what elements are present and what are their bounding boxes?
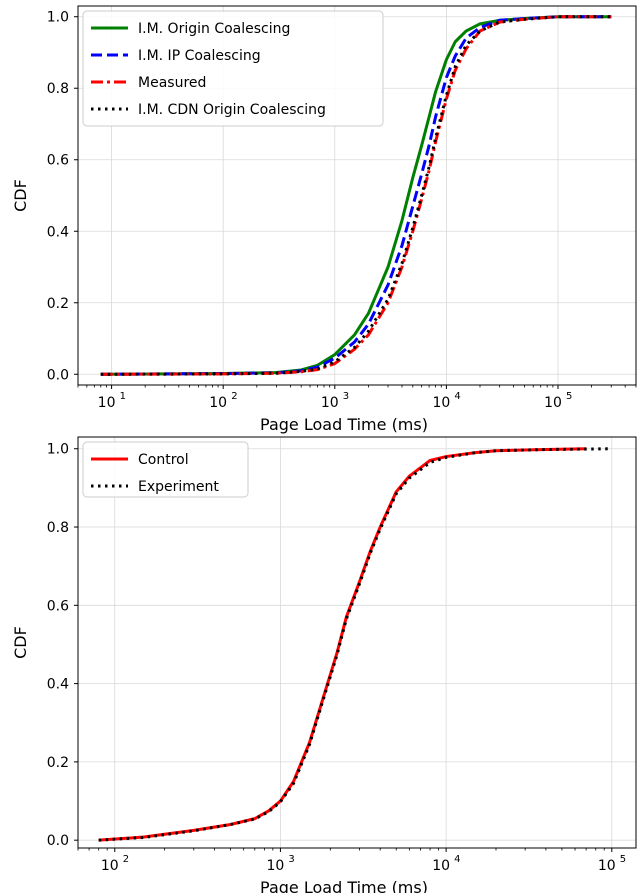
series-group bbox=[98, 447, 612, 842]
axes-frame bbox=[77, 5, 637, 386]
x-tick-exponent: 3 bbox=[343, 391, 349, 402]
x-tick-exponent: 2 bbox=[123, 854, 129, 865]
grid-lines bbox=[78, 437, 636, 848]
y-tick-label: 1.0 bbox=[47, 442, 69, 458]
x-tick-label: 10 bbox=[432, 395, 450, 411]
x-tick-exponent: 2 bbox=[231, 391, 237, 402]
y-tick-label: 0.4 bbox=[47, 677, 69, 693]
y-tick-label: 0.2 bbox=[47, 755, 69, 771]
axes-frame bbox=[77, 436, 637, 849]
x-axis-label: Page Load Time (ms) bbox=[260, 878, 428, 893]
x-axis-label: Page Load Time (ms) bbox=[260, 415, 428, 434]
x-tick-label: 10 bbox=[98, 395, 116, 411]
legend-label: I.M. Origin Coalescing bbox=[138, 21, 290, 37]
legend-box bbox=[82, 10, 384, 127]
y-tick-label: 1.0 bbox=[47, 10, 69, 26]
y-axis-label: CDF bbox=[11, 179, 30, 212]
legend-label: I.M. IP Coalescing bbox=[138, 48, 261, 64]
legend-label: Measured bbox=[138, 75, 206, 91]
x-tick-label: 10 bbox=[598, 858, 616, 874]
chart-top: 10 1 10 2 10 3 10 4 10 5 0.0 0.2 0.4 0.6 0.8 1.0 Page Lo… bbox=[11, 5, 637, 434]
x-tick-label: 10 bbox=[321, 395, 339, 411]
legend: Control Experiment bbox=[82, 441, 249, 498]
legend-box bbox=[82, 441, 249, 498]
y-tick-label: 0.2 bbox=[47, 296, 69, 312]
y-tick-label: 0.0 bbox=[47, 833, 69, 849]
x-tick-exponent: 5 bbox=[620, 854, 626, 865]
series-line-experiment bbox=[98, 447, 612, 842]
y-axis-label: CDF bbox=[11, 626, 30, 659]
legend-label: Control bbox=[138, 452, 189, 468]
y-tick-label: 0.8 bbox=[47, 81, 69, 97]
x-tick-exponent: 1 bbox=[120, 391, 126, 402]
y-tick-label: 0.4 bbox=[47, 224, 69, 240]
y-tick-label: 0.0 bbox=[47, 367, 69, 383]
x-tick-label: 10 bbox=[432, 858, 450, 874]
x-tick-exponent: 3 bbox=[288, 854, 294, 865]
x-tick-label: 10 bbox=[101, 858, 119, 874]
x-tick-exponent: 4 bbox=[454, 391, 460, 402]
y-tick-label: 0.8 bbox=[47, 520, 69, 536]
x-tick-exponent: 4 bbox=[454, 854, 460, 865]
legend-label: I.M. CDN Origin Coalescing bbox=[138, 102, 326, 118]
y-tick-label: 0.6 bbox=[47, 153, 69, 169]
series-line-i-m-ip-coalescing bbox=[100, 15, 612, 376]
x-tick-label: 10 bbox=[209, 395, 227, 411]
legend: I.M. Origin Coalescing I.M. IP Coalescing… bbox=[82, 10, 384, 127]
legend-label: Experiment bbox=[138, 479, 219, 495]
y-tick-label: 0.6 bbox=[47, 598, 69, 614]
x-tick-label: 10 bbox=[267, 858, 285, 874]
minor-ticks bbox=[77, 385, 637, 388]
series-group bbox=[100, 15, 612, 376]
x-tick-label: 10 bbox=[544, 395, 562, 411]
x-tick-exponent: 5 bbox=[566, 391, 572, 402]
